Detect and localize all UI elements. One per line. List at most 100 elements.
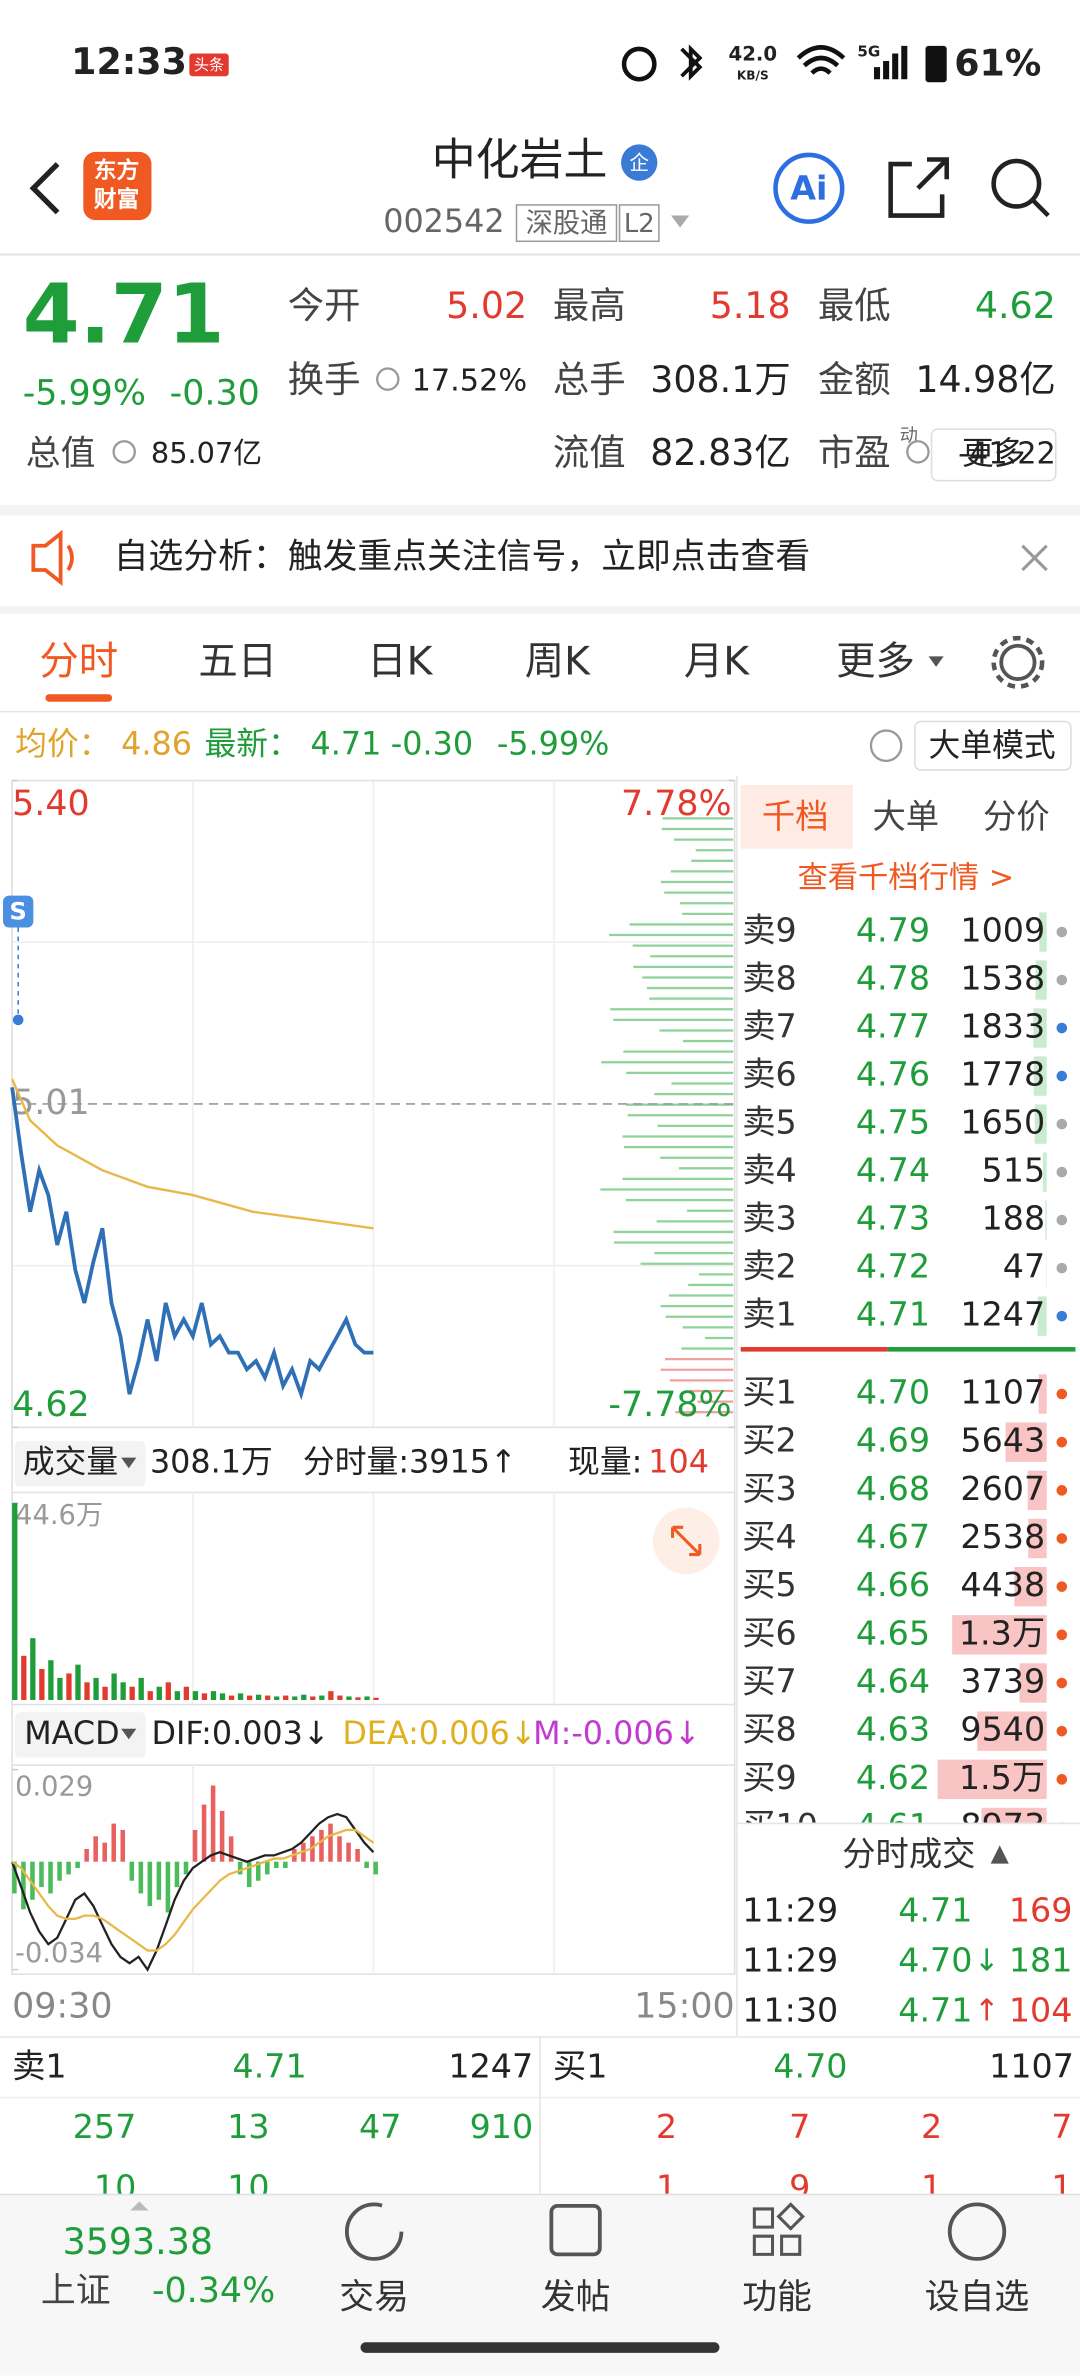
tab[interactable]: 周K xyxy=(525,638,591,684)
divider-green xyxy=(887,1347,1076,1352)
book-dot xyxy=(1056,1388,1068,1400)
search-handle xyxy=(1031,198,1050,218)
volume-bar xyxy=(1033,1056,1047,1096)
close-button[interactable] xyxy=(1021,544,1048,572)
book-tab[interactable]: 千档 xyxy=(762,797,829,836)
settings-button[interactable] xyxy=(999,643,1037,681)
book-level: 买4 xyxy=(742,1517,797,1556)
book-tab[interactable]: 大单 xyxy=(872,797,939,836)
book-volume: 2607 xyxy=(960,1469,1045,1508)
nav-item[interactable]: 交易 xyxy=(339,2277,409,2317)
depth-cell: 1107 xyxy=(989,2047,1074,2086)
book-dot xyxy=(1056,1070,1068,1082)
book-level: 买6 xyxy=(742,1613,797,1652)
enterprise-badge: 企 xyxy=(629,152,649,175)
nav-item[interactable]: 设自选 xyxy=(925,2277,1029,2317)
tab[interactable]: 五日 xyxy=(198,638,277,684)
depth-cell: 4.70 xyxy=(773,2047,847,2086)
stat-sup: 动 xyxy=(900,426,918,447)
book-level: 卖9 xyxy=(742,911,797,950)
nav-item[interactable]: 功能 xyxy=(742,2277,812,2317)
tab-highlight xyxy=(740,785,853,849)
y-tick-label: 5.40 xyxy=(12,784,90,824)
trade-time: 11:30 xyxy=(742,1991,838,2030)
stock-tag: 深股通 xyxy=(526,208,608,239)
avg-price: 4.86 xyxy=(121,726,192,763)
price-line xyxy=(10,1087,374,1401)
info-icon xyxy=(112,440,136,464)
book-dot xyxy=(1056,1436,1068,1448)
tab[interactable]: 月K xyxy=(684,638,750,684)
macd-bar xyxy=(319,1829,324,1862)
last-change-pct: -5.99% xyxy=(497,726,610,763)
book-dot xyxy=(1056,974,1068,986)
book-volume: 1538 xyxy=(960,959,1045,998)
back-button[interactable] xyxy=(29,162,60,215)
trade-arrow: ↓ xyxy=(974,1944,999,1979)
book-level: 买1 xyxy=(742,1373,797,1412)
more-button[interactable] xyxy=(930,428,1057,482)
ai-button[interactable] xyxy=(773,152,845,224)
stat-label: 流值 xyxy=(553,431,626,474)
stock-code: 002542 xyxy=(383,203,504,240)
signal-badge[interactable] xyxy=(3,895,34,928)
divider xyxy=(736,775,738,2037)
book-price: 4.62 xyxy=(856,1758,930,1797)
macd-bar xyxy=(174,1861,180,1888)
notice-text[interactable]: 自选分析：触发重点关注信号，立即点击查看 xyxy=(114,537,811,577)
stat-label: 总值 xyxy=(26,434,96,474)
mode-button[interactable] xyxy=(914,720,1072,771)
trade-volume: 169 xyxy=(1009,1891,1073,1930)
function-icon xyxy=(752,2202,805,2256)
volume-bar xyxy=(292,1696,298,1700)
volume-bar xyxy=(319,1695,325,1700)
nav-caret xyxy=(130,2201,149,2211)
volume-bar xyxy=(93,1677,99,1700)
macd-bar xyxy=(183,1861,189,1875)
change-pct: -5.99% xyxy=(23,373,146,413)
volume-bar xyxy=(48,1660,54,1700)
index-value[interactable]: 3593.38 xyxy=(63,2220,213,2263)
stat-label: 市盈 xyxy=(818,431,891,474)
last-label: 最新： xyxy=(204,726,299,763)
volume-bar xyxy=(283,1695,289,1700)
volume-bar xyxy=(981,1807,1047,1823)
macd-bar xyxy=(237,1861,243,1875)
price-line xyxy=(11,1078,374,1230)
macd-bar xyxy=(310,1836,315,1862)
book-link[interactable]: 查看千档行情 > xyxy=(797,860,1014,895)
book-price: 4.68 xyxy=(856,1469,930,1508)
nav-item[interactable]: 发帖 xyxy=(541,2277,611,2317)
tab[interactable]: 更多 xyxy=(836,638,915,684)
book-price: 4.69 xyxy=(856,1421,930,1460)
macd-selector[interactable] xyxy=(15,1712,146,1758)
collapse-arrow[interactable] xyxy=(990,1845,1009,1864)
tab[interactable]: 日K xyxy=(367,638,433,684)
macd-bar xyxy=(255,1861,261,1881)
search-button[interactable] xyxy=(991,158,1042,209)
help-icon[interactable] xyxy=(869,729,903,762)
macd-bar xyxy=(165,1861,171,1913)
tab[interactable]: 分时 xyxy=(39,638,118,684)
volume-bar xyxy=(337,1695,343,1700)
book-volume: 1650 xyxy=(960,1103,1045,1142)
last-price: 4.71 xyxy=(23,268,225,363)
stat-value: 5.02 xyxy=(446,284,527,327)
book-price: 4.61 xyxy=(856,1806,930,1845)
book-dot xyxy=(1056,1310,1068,1322)
share-button[interactable] xyxy=(888,157,949,218)
macd-bar xyxy=(147,1861,153,1907)
volume-selector[interactable] xyxy=(15,1440,146,1487)
stat-value: 14.98亿 xyxy=(915,358,1055,401)
selector-caret xyxy=(121,1728,137,1740)
volume-label: 成交量 xyxy=(23,1444,118,1481)
volume-bar xyxy=(255,1694,262,1700)
volume-bar xyxy=(274,1696,280,1700)
trade-volume: 181 xyxy=(1009,1941,1073,1980)
book-price: 4.72 xyxy=(856,1247,930,1286)
book-tab[interactable]: 分价 xyxy=(983,797,1050,836)
book-dot xyxy=(1056,1581,1068,1592)
trade-arrow: ↑ xyxy=(974,1994,999,2029)
dif-label: DIF:0.003↓ xyxy=(151,1715,329,1752)
